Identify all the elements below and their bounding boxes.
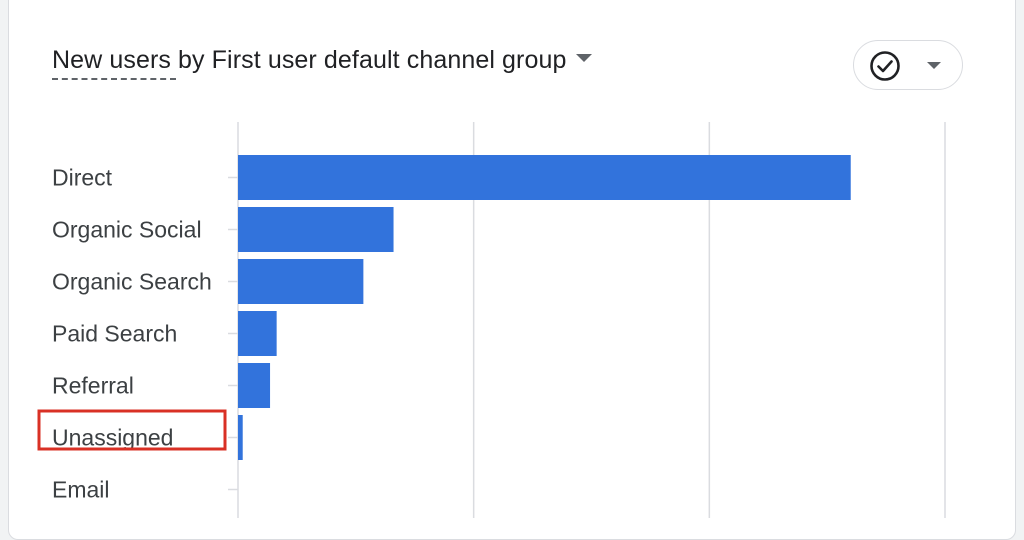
chart-title-dropdown[interactable]: New users by First user default channel …	[52, 42, 593, 78]
category-label: Organic Search	[52, 269, 212, 295]
check-circle-icon	[870, 51, 900, 81]
chevron-down-icon	[927, 62, 941, 69]
category-label: Organic Social	[52, 217, 202, 243]
category-label: Email	[52, 477, 110, 503]
chart-title: New users by First user default channel …	[52, 45, 567, 74]
bar-referral[interactable]	[238, 363, 271, 408]
category-label: Paid Search	[52, 321, 177, 347]
title-dashed-underline	[52, 78, 176, 80]
compare-selector-button[interactable]	[853, 40, 963, 90]
bar-unassigned[interactable]	[238, 415, 243, 460]
category-label: Unassigned	[52, 425, 173, 451]
bar-organic-social[interactable]	[238, 207, 394, 252]
category-label: Direct	[52, 165, 113, 191]
bar-organic-search[interactable]	[238, 259, 364, 304]
category-label: Referral	[52, 373, 134, 399]
bar-chart: Direct Organic Social Organic Search Paid S…	[37, 122, 946, 518]
chevron-down-icon	[576, 54, 593, 62]
bar-direct[interactable]	[238, 155, 851, 200]
bar-paid-search[interactable]	[238, 311, 277, 356]
highlight-box	[37, 409, 227, 451]
